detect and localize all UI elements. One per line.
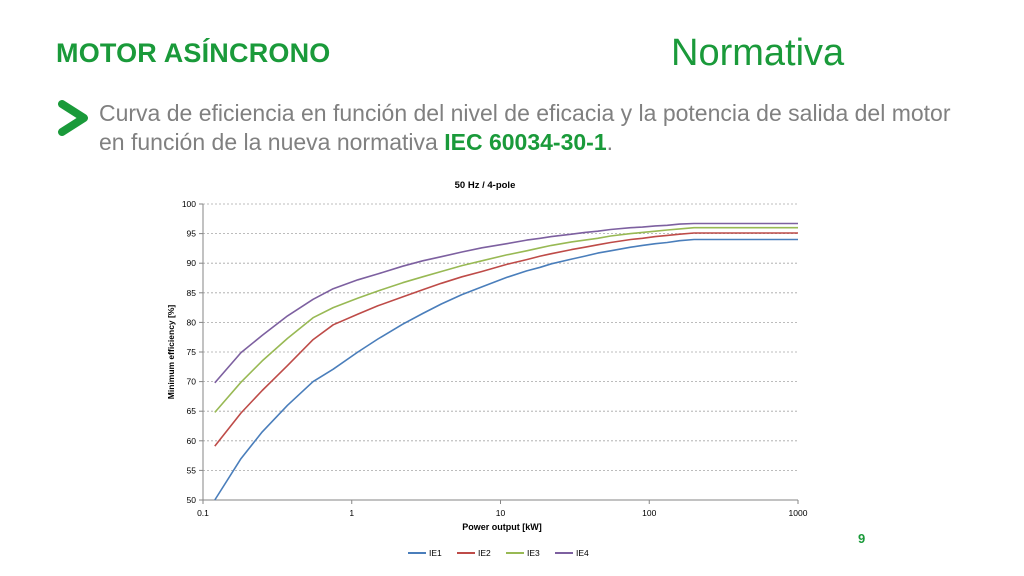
legend-label: IE4 [576,548,589,558]
series-line-ie3 [214,226,798,413]
chart-series [214,222,798,501]
x-tick-label: 0.1 [197,508,209,518]
y-tick-label: 75 [187,347,197,357]
y-axis-label: Minimum efficiency [%] [166,305,176,400]
page-number: 9 [858,531,866,546]
y-tick-label: 50 [187,495,197,505]
y-tick-label: 80 [187,317,197,327]
y-tick-label: 70 [187,377,197,387]
legend-label: IE3 [527,548,540,558]
slide-heading: MOTOR ASÍNCRONO [56,38,331,68]
intro-end: . [606,129,614,155]
y-tick-label: 55 [187,465,197,475]
x-tick-label: 1 [349,508,354,518]
chart-legend: IE1 IE2 IE3 IE4 [408,548,589,558]
x-tick-label: 10 [496,508,506,518]
intro-paragraph: Curva de eficiencia en función del nivel… [99,99,979,157]
chart-gridlines [203,203,798,471]
y-tick-label: 65 [187,406,197,416]
y-tick-label: 85 [187,288,197,298]
series-line-ie4 [214,222,798,384]
y-tick-label: 90 [187,258,197,268]
x-tick-label: 1000 [789,508,808,518]
y-tick-label: 60 [187,436,197,446]
y-tick-label: 100 [182,199,196,209]
intro-text: Curva de eficiencia en función del nivel… [99,100,951,155]
efficiency-chart: 50 Hz / 4-pole 50 55 60 65 70 75 80 85 90 95 100 0.… [166,180,808,558]
y-tick-label: 95 [187,229,197,239]
chevron-right-icon [58,100,88,136]
series-line-ie1 [214,238,798,501]
chart-axes: 50 55 60 65 70 75 80 85 90 95 100 0.1 1 10 100 1000 [182,199,808,518]
legend-label: IE1 [429,548,442,558]
x-axis-label: Power output [kW] [462,522,542,532]
chart-title: 50 Hz / 4-pole [455,180,516,191]
x-tick-label: 100 [642,508,656,518]
section-title: Normativa [671,32,845,74]
series-line-ie2 [214,232,798,447]
standard-highlight: IEC 60034-30-1 [444,129,607,155]
legend-label: IE2 [478,548,491,558]
